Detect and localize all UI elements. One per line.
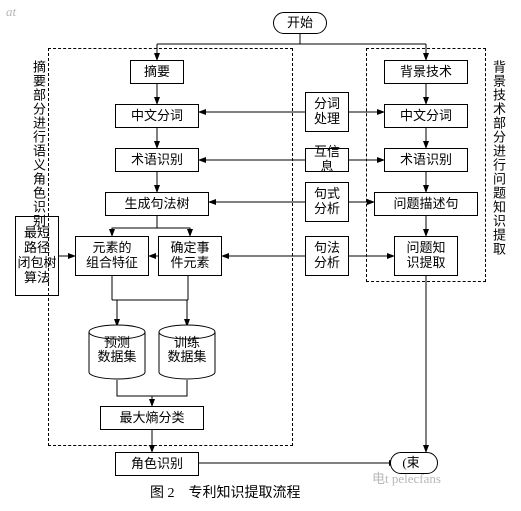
mid-segmentation: 分词 处理: [305, 92, 349, 132]
node-feature-combo: 元素的 组合特征: [75, 236, 149, 276]
node-background: 背景技术: [384, 60, 468, 84]
terminal-start: 开始: [273, 12, 327, 34]
node-cws-left: 中文分词: [115, 104, 199, 128]
node-term-left: 术语识别: [115, 148, 199, 172]
cylinder-predict-label: 预测 数据集: [88, 324, 146, 365]
node-problem-desc: 问题描述句: [374, 192, 478, 216]
cylinder-train-dataset: 训练 数据集: [158, 324, 216, 380]
mid-sentence-analysis: 句式 分析: [305, 182, 349, 222]
node-term-right: 术语识别: [384, 148, 468, 172]
flowchart-canvas: at 电t pelecfans 摘要部分进行语义角色识别 背景技术部分进行问题知…: [0, 0, 521, 511]
mid-syntax-analysis: 句法 分析: [305, 236, 349, 276]
terminal-end-label: 束: [407, 456, 420, 471]
cylinder-train-label: 训练 数据集: [158, 324, 216, 365]
node-knowledge-extract: 问题知 识提取: [394, 236, 458, 276]
node-syntax-tree: 生成句法树: [105, 192, 209, 216]
sidebox-sptree: 最短 路径 闭包树 算法: [15, 216, 59, 296]
node-event-element: 确定事 件元素: [158, 236, 222, 276]
region-label-right: 背景技术部分进行问题知识提取: [490, 60, 505, 256]
node-cws-right: 中文分词: [384, 104, 468, 128]
cylinder-predict-dataset: 预测 数据集: [88, 324, 146, 380]
region-label-left: 摘要部分进行语义角色识别: [30, 60, 45, 228]
node-role-recog: 角色识别: [115, 452, 199, 476]
terminal-end: (束: [390, 452, 438, 474]
node-abstract: 摘要: [130, 60, 184, 84]
node-maxent: 最大熵分类: [100, 406, 204, 430]
figure-caption: 图 2 专利知识提取流程: [150, 482, 301, 502]
watermark-corner: at: [6, 4, 16, 20]
mid-mutual-info: 互信息: [305, 148, 349, 172]
